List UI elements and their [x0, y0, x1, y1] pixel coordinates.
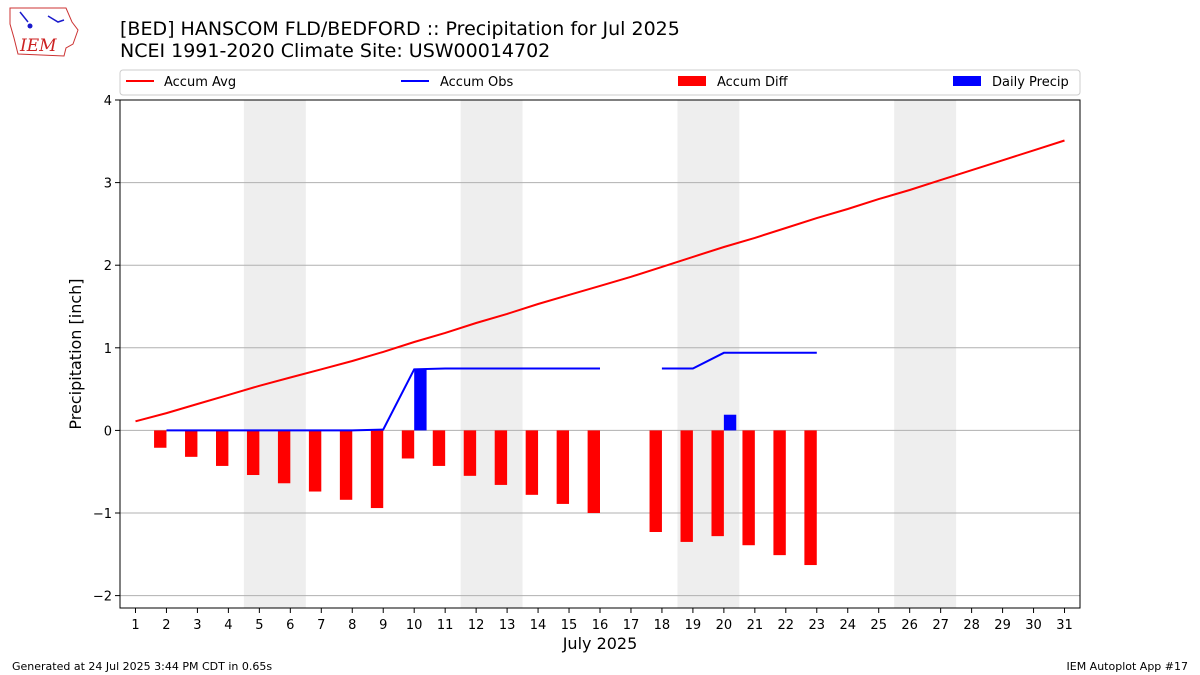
weekend-band: [243, 100, 306, 608]
x-tick-label: 31: [1056, 618, 1073, 633]
legend: Accum Avg Accum Obs Accum Diff Daily Pre…: [119, 69, 1081, 96]
accum-obs-line: [661, 351, 817, 370]
y-tick-label: −2: [93, 590, 112, 605]
x-tick-label: 25: [870, 618, 887, 633]
legend-swatch-accum-diff: [678, 76, 706, 86]
y-tick-label: 3: [104, 177, 112, 192]
x-tick-label: 11: [437, 618, 454, 633]
x-tick-label: 4: [224, 618, 232, 633]
chart-title: [BED] HANSCOM FLD/BEDFORD :: Precipitati…: [120, 18, 680, 40]
x-tick-label: 24: [839, 618, 856, 633]
x-tick-label: 8: [348, 618, 356, 633]
accum-diff-bar: [370, 430, 384, 509]
x-tick-label: 19: [685, 618, 702, 633]
x-tick-label: 27: [932, 618, 949, 633]
accum-diff-bar: [804, 430, 817, 566]
x-tick-label: 10: [406, 618, 423, 633]
accum-diff-bar: [463, 430, 477, 476]
x-axis-label: July 2025: [562, 634, 638, 653]
legend-label-accum-diff: Accum Diff: [717, 75, 789, 90]
accum-diff-bar: [587, 430, 600, 514]
x-tick-label: 6: [286, 618, 294, 633]
x-tick-label: 15: [561, 618, 578, 633]
y-tick-label: 0: [104, 424, 112, 439]
accum-diff-bar: [649, 430, 662, 533]
generated-timestamp: Generated at 24 Jul 2025 3:44 PM CDT in …: [12, 660, 272, 673]
legend-label-accum-avg: Accum Avg: [164, 75, 236, 90]
x-tick-label: 26: [901, 618, 918, 633]
daily-precip-bar: [723, 414, 737, 431]
lines: [135, 139, 1065, 432]
station-icon: [27, 23, 33, 29]
legend-frame: [119, 69, 1081, 96]
app-credit: IEM Autoplot App #17: [1067, 660, 1189, 673]
x-tick-label: 9: [379, 618, 387, 633]
x-tick-label: 20: [716, 618, 733, 633]
x-tick-label: 21: [747, 618, 764, 633]
legend-swatch-daily-precip: [953, 76, 981, 86]
y-axis-ticks: −2 −1 0 1 2 3 4: [93, 94, 120, 605]
x-tick-label: 13: [499, 618, 516, 633]
accum-diff-bar: [773, 430, 786, 556]
accum-diff-bar: [185, 430, 198, 457]
accum-diff-bar: [494, 430, 508, 485]
x-tick-label: 17: [623, 618, 640, 633]
x-tick-label: 18: [654, 618, 671, 633]
chart-subtitle: NCEI 1991-2020 Climate Site: USW00014702: [120, 40, 550, 62]
accum-obs-line: [166, 367, 600, 432]
iem-logo: IEM: [9, 7, 79, 57]
y-tick-label: 2: [104, 259, 112, 274]
weekend-band: [894, 100, 957, 608]
x-tick-label: 1: [131, 618, 139, 633]
accum-diff-bar: [401, 430, 415, 459]
x-axis-ticks: 1 2 3 4 5 6 7 8 9 10 11 12 13 14 15 16 17 18 19 20 21 22 23 24 2…: [131, 608, 1073, 633]
accum-diff-bar: [711, 430, 724, 537]
daily-precip-bar: [414, 369, 427, 431]
bars: [154, 369, 817, 566]
x-tick-label: 12: [468, 618, 485, 633]
accum-avg-line: [135, 139, 1065, 423]
y-axis-label: Precipitation [inch]: [66, 278, 85, 429]
weekend-shading: [243, 100, 957, 608]
x-tick-label: 16: [592, 618, 609, 633]
accum-diff-bar: [432, 430, 446, 466]
x-tick-label: 7: [317, 618, 325, 633]
accum-diff-bar: [680, 430, 693, 542]
accum-diff-bar: [556, 430, 570, 504]
accum-diff-bar: [154, 430, 167, 448]
x-tick-label: 23: [809, 618, 826, 633]
accum-diff-bar: [308, 430, 322, 492]
legend-label-daily-precip: Daily Precip: [992, 75, 1069, 90]
x-tick-label: 2: [162, 618, 170, 633]
accum-diff-bar: [216, 430, 229, 466]
logo-text: IEM: [19, 36, 57, 56]
x-tick-label: 29: [994, 618, 1011, 633]
x-tick-label: 30: [1025, 618, 1042, 633]
y-tick-label: 1: [104, 342, 112, 357]
wind-arrow-icon: [19, 11, 65, 23]
y-tick-label: 4: [104, 94, 112, 109]
accum-diff-bar: [246, 430, 260, 476]
accum-diff-bar: [742, 430, 755, 546]
x-tick-label: 3: [193, 618, 201, 633]
accum-diff-bar: [277, 430, 291, 484]
x-tick-label: 22: [778, 618, 795, 633]
accum-diff-bar: [339, 430, 353, 500]
accum-diff-bar: [525, 430, 539, 495]
y-tick-label: −1: [93, 507, 112, 522]
weekend-band: [460, 100, 523, 608]
legend-label-accum-obs: Accum Obs: [440, 75, 513, 90]
x-tick-label: 14: [530, 618, 547, 633]
x-tick-label: 5: [255, 618, 263, 633]
x-tick-label: 28: [963, 618, 980, 633]
